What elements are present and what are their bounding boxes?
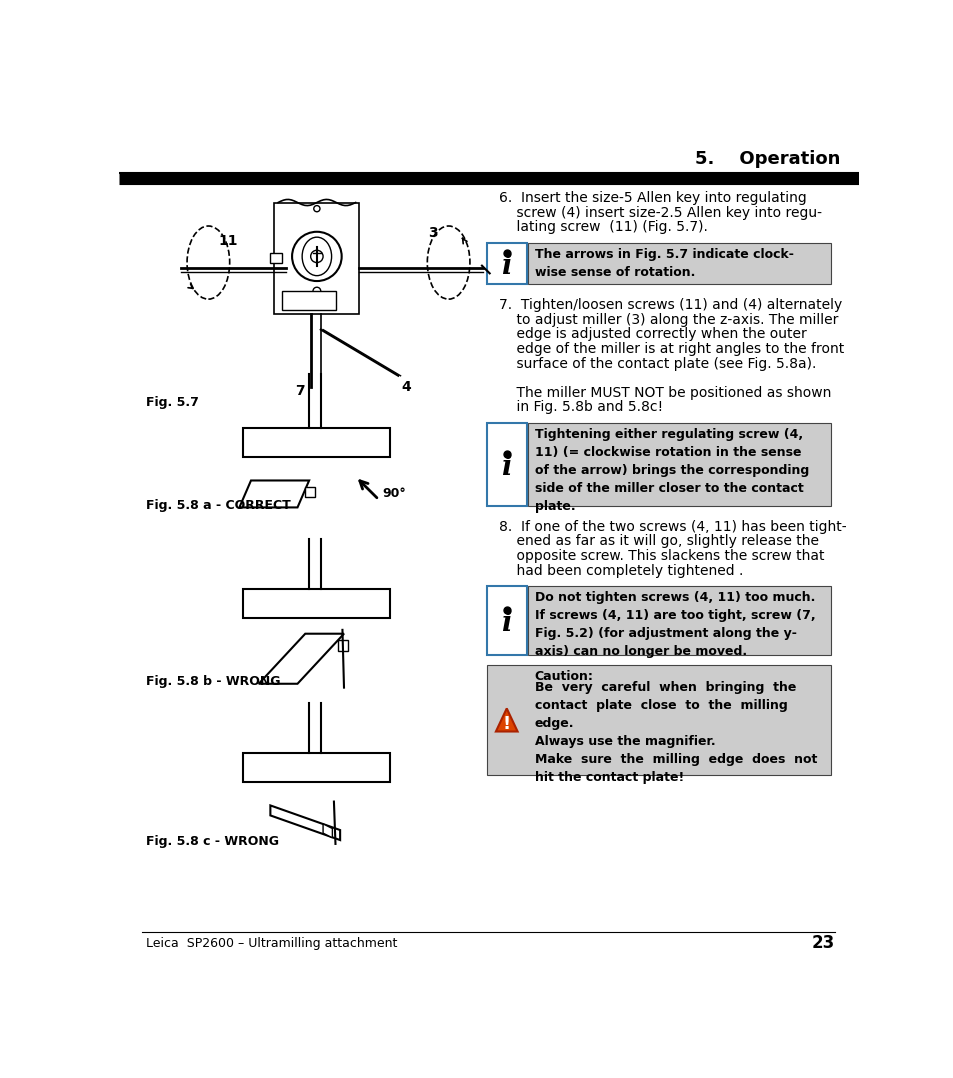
Text: i: i [501,610,512,637]
Text: !: ! [502,715,510,733]
Text: 7.  Tighten/loosen screws (11) and (4) alternately: 7. Tighten/loosen screws (11) and (4) al… [498,298,841,312]
Text: 7: 7 [294,384,304,398]
Text: The arrows in Fig. 5.7 indicate clock-
wise sense of rotation.: The arrows in Fig. 5.7 indicate clock- w… [534,248,793,279]
Text: Caution:: Caution: [534,669,593,682]
Text: The miller MUST NOT be positioned as shown: The miller MUST NOT be positioned as sho… [498,386,830,400]
Text: 8.  If one of the two screws (4, 11) has been tight-: 8. If one of the two screws (4, 11) has … [498,520,845,534]
Polygon shape [239,481,309,508]
Bar [243,754,390,783]
Polygon shape [323,824,332,838]
Bar [486,586,526,655]
Text: Leica  SP2600 – Ultramilling attachment: Leica SP2600 – Ultramilling attachment [146,937,397,950]
Text: 23: 23 [811,935,835,952]
Text: 4: 4 [400,381,411,395]
Bar [486,423,526,506]
Text: Fig. 5.8 a - CORRECT: Fig. 5.8 a - CORRECT [146,499,291,512]
Text: edge is adjusted correctly when the outer: edge is adjusted correctly when the oute… [498,328,806,342]
Text: edge of the miller is at right angles to the front: edge of the miller is at right angles to… [498,342,843,356]
Bar [528,586,830,655]
Text: 6.  Insert the size-5 Allen key into regulating: 6. Insert the size-5 Allen key into regu… [498,191,806,205]
Text: Fig. 5.8 c - WRONG: Fig. 5.8 c - WRONG [146,835,279,848]
Polygon shape [305,486,315,497]
Text: 3: 3 [428,226,437,240]
Text: i: i [501,454,512,481]
Text: opposite screw. This slackens the screw that: opposite screw. This slackens the screw … [498,549,823,563]
Text: Be  very  careful  when  bringing  the
contact  plate  close  to  the  milling
e: Be very careful when bringing the contac… [534,681,816,785]
Text: Fig. 5.7: Fig. 5.7 [146,397,199,410]
Bar [270,253,282,263]
Text: Fig. 5.8 b - WRONG: Fig. 5.8 b - WRONG [146,675,280,688]
Bar [528,243,830,285]
Bar [243,428,390,457]
Text: lating screw  (11) (Fig. 5.7).: lating screw (11) (Fig. 5.7). [498,220,707,234]
Polygon shape [258,634,344,683]
Text: Tightening either regulating screw (4,
11) (= clockwise rotation in the sense
of: Tightening either regulating screw (4, 1… [534,428,808,513]
Polygon shape [270,805,340,840]
Bar [243,589,390,619]
Text: i: i [501,253,512,280]
Text: 5.    Operation: 5. Operation [694,150,840,167]
Text: surface of the contact plate (see Fig. 5.8a).: surface of the contact plate (see Fig. 5… [498,357,816,371]
Bar [528,423,830,506]
Bar [486,664,830,775]
Bar [274,203,359,314]
Text: 90°: 90° [382,487,406,500]
Text: in Fig. 5.8b and 5.8c!: in Fig. 5.8b and 5.8c! [498,400,662,414]
Text: screw (4) insert size-2.5 Allen key into regu-: screw (4) insert size-2.5 Allen key into… [498,206,821,220]
Bar [282,291,335,310]
Text: ened as far as it will go, slightly release the: ened as far as it will go, slightly rele… [498,535,818,549]
Text: had been completely tightened .: had been completely tightened . [498,564,742,578]
Text: to adjust miller (3) along the z-axis. The miller: to adjust miller (3) along the z-axis. T… [498,313,838,327]
Text: Do not tighten screws (4, 11) too much.
If screws (4, 11) are too tight, screw (: Do not tighten screws (4, 11) too much. … [534,592,815,659]
Polygon shape [496,708,517,732]
Text: 11: 11 [218,234,237,248]
Bar [486,243,526,285]
Polygon shape [337,640,348,651]
